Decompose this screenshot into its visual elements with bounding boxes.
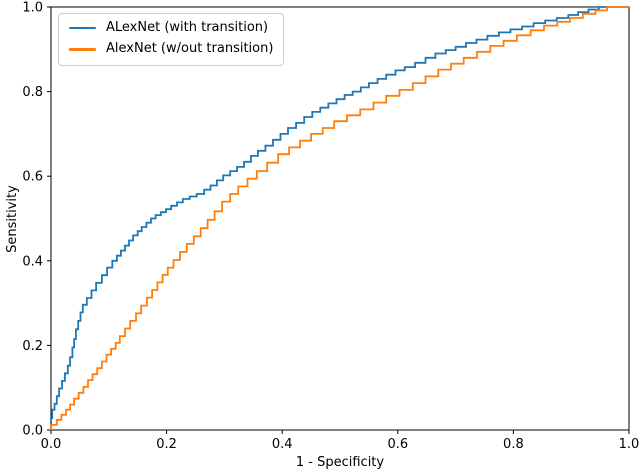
x-tick-label: 0.0 bbox=[41, 437, 62, 452]
legend: ALexNet (with transition) AlexNet (w/out… bbox=[58, 13, 284, 66]
x-tick-label: 0.4 bbox=[272, 437, 293, 452]
plot-generated: 0.0 0.2 0.4 0.6 0.8 1.0 0.0 0.2 0.4 0.6 0.8 1.0 bbox=[22, 1, 639, 453]
roc-curve-0 bbox=[50, 6, 629, 430]
legend-item-without-transition: AlexNet (w/out transition) bbox=[69, 41, 274, 57]
x-tick-label: 0.6 bbox=[387, 437, 408, 452]
legend-item-with-transition: ALexNet (with transition) bbox=[69, 20, 272, 36]
y-tick-label: 0.8 bbox=[22, 85, 43, 100]
x-tick-label: 0.2 bbox=[156, 437, 177, 452]
y-tick-label: 0.2 bbox=[22, 339, 43, 354]
x-tick-label: 1.0 bbox=[619, 437, 640, 452]
legend-label-with-transition: ALexNet (with transition) bbox=[106, 20, 269, 35]
y-tick-label: 0.0 bbox=[22, 424, 43, 439]
y-tick-label: 1.0 bbox=[22, 1, 43, 16]
y-tick-label: 0.4 bbox=[22, 254, 43, 269]
roc-curve-1 bbox=[50, 6, 629, 430]
legend-line-swatch-orange bbox=[69, 48, 96, 51]
x-axis-label: 1 - Specificity bbox=[296, 455, 385, 470]
legend-line-swatch-blue bbox=[69, 26, 96, 30]
y-tick-label: 0.6 bbox=[22, 170, 43, 185]
legend-label-without-transition: AlexNet (w/out transition) bbox=[106, 41, 274, 57]
x-tick-label: 0.8 bbox=[503, 437, 524, 452]
y-axis-label: Sensitivity bbox=[5, 185, 20, 253]
